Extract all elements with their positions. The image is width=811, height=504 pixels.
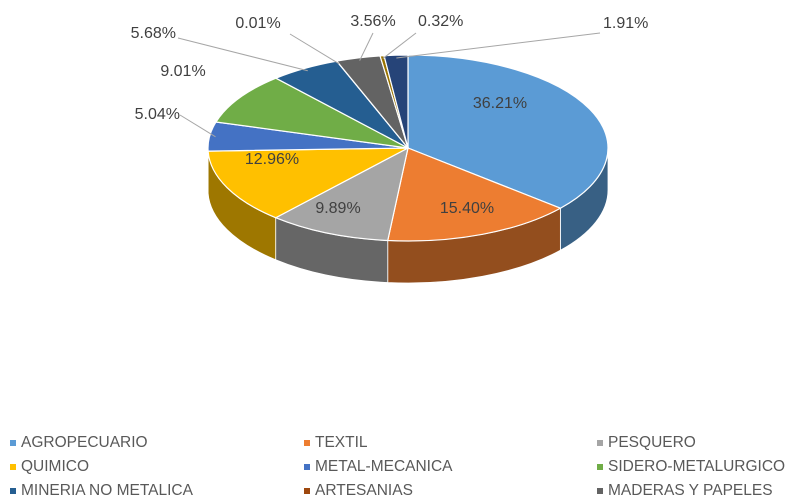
data-label: 5.04%: [135, 106, 180, 123]
leader-line: [382, 32, 417, 59]
data-label: 12.96%: [245, 151, 299, 168]
legend-swatch: [597, 488, 603, 494]
leader-line: [289, 33, 340, 65]
data-label: 1.91%: [603, 15, 648, 32]
data-label: 9.89%: [315, 200, 360, 217]
leader-line: [179, 114, 216, 138]
legend-swatch: [304, 488, 310, 494]
data-label: 3.56%: [350, 13, 395, 30]
legend-swatch: [10, 488, 16, 494]
data-label: 36.21%: [473, 95, 527, 112]
data-label: 0.01%: [235, 15, 280, 32]
legend-label: ARTESANIAS: [315, 482, 413, 499]
legend-label: TEXTIL: [315, 434, 368, 451]
legend-swatch: [597, 464, 603, 470]
slice: [386, 147, 562, 242]
legend-label: MADERAS Y PAPELES: [608, 482, 773, 499]
legend-swatch: [597, 440, 603, 446]
legend-label: PESQUERO: [608, 434, 696, 451]
legend-label: QUIMICO: [21, 458, 89, 475]
slice: [383, 54, 409, 149]
data-label: 15.40%: [440, 200, 494, 217]
legend-swatch: [304, 464, 310, 470]
legend-label: MINERIA NO METALICA: [21, 482, 194, 499]
legend-swatch: [10, 440, 16, 446]
data-label: 0.32%: [418, 13, 463, 30]
leader-line: [359, 32, 374, 61]
leader-line: [396, 32, 601, 59]
leader-line: [177, 37, 308, 72]
data-label: 5.68%: [131, 25, 176, 42]
slice: [214, 77, 409, 149]
legend-swatch: [304, 440, 310, 446]
legend-swatch: [10, 464, 16, 470]
legend-label: SIDERO-METALURGICO: [608, 458, 785, 475]
slice: [407, 54, 609, 209]
legend-label: METAL-MECANICA: [315, 458, 453, 475]
slice: [274, 146, 409, 242]
slice: [207, 147, 409, 219]
legend-label: AGROPECUARIO: [21, 434, 148, 451]
data-label: 9.01%: [160, 63, 205, 80]
